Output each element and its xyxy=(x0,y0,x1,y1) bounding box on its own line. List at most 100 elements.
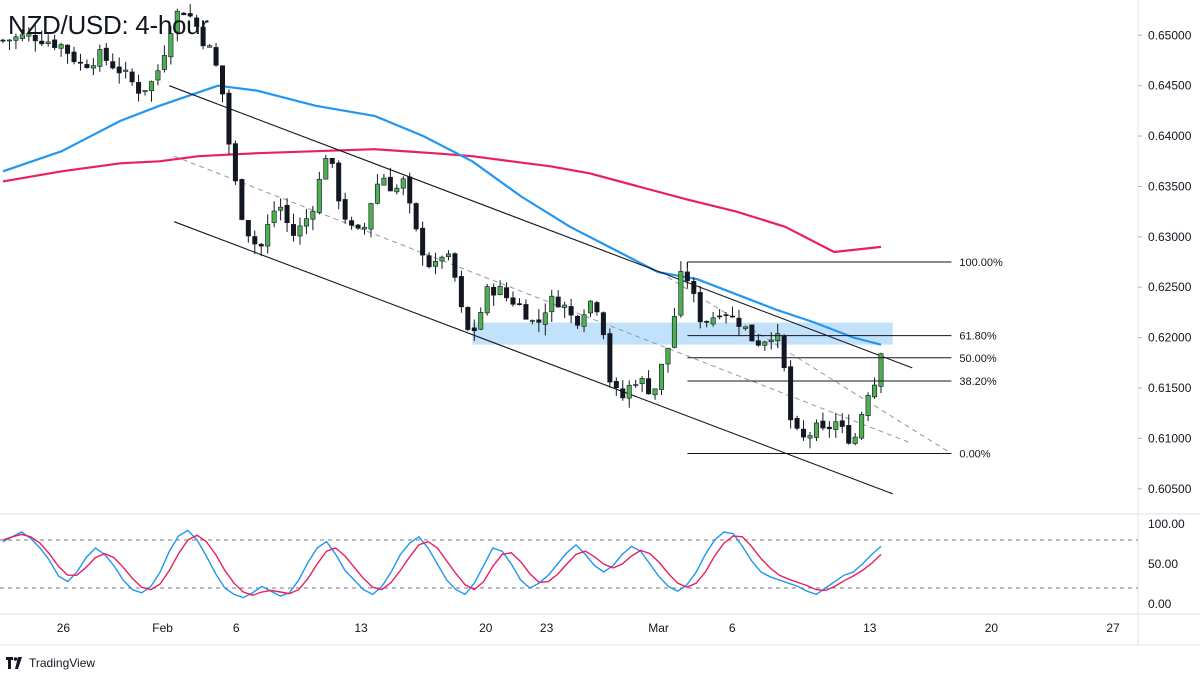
candle-down xyxy=(613,381,619,389)
candle-up xyxy=(529,320,535,322)
stoch-d-line xyxy=(2,533,882,596)
candle-up xyxy=(626,385,632,399)
candle-up xyxy=(265,224,271,247)
candle-up xyxy=(161,55,167,70)
candle-up xyxy=(174,10,180,33)
sma-slow-path xyxy=(2,148,882,254)
candle-up xyxy=(362,226,368,230)
time-tick-label: 6 xyxy=(233,621,240,635)
gridlines xyxy=(0,0,1200,646)
channel-lines xyxy=(169,85,952,495)
candle-up xyxy=(90,65,96,69)
candle-down xyxy=(0,39,6,42)
candle-up xyxy=(316,178,322,213)
candle-down xyxy=(220,65,226,95)
candle-down xyxy=(510,297,516,305)
candle-up xyxy=(549,295,555,313)
fib-level-label: 61.80% xyxy=(959,331,997,343)
candle-up xyxy=(710,317,716,325)
candle-up xyxy=(872,384,878,398)
candle-down xyxy=(252,236,258,245)
candle-up xyxy=(833,421,839,430)
candle-up xyxy=(671,316,677,348)
channel-upper-line xyxy=(169,85,913,369)
stoch-tick-label: 50.00 xyxy=(1148,557,1178,571)
candle-up xyxy=(26,33,32,37)
candle-down xyxy=(110,61,116,69)
candle-down xyxy=(620,388,626,399)
sma-fast-path xyxy=(2,84,882,346)
candle-down xyxy=(71,51,77,63)
candle-down xyxy=(355,224,361,229)
candle-down xyxy=(77,61,83,64)
candle-up xyxy=(394,187,400,193)
candle-down xyxy=(291,224,297,236)
candle-down xyxy=(839,420,845,427)
candle-down xyxy=(407,176,413,204)
price-tick-label: 0.63500 xyxy=(1148,179,1192,193)
time-axis: 26 Feb 6 13 20 23 Mar 6 13 20 27 xyxy=(57,621,1120,635)
time-tick-label: 23 xyxy=(540,621,554,635)
candle-up xyxy=(303,218,309,227)
candle-down xyxy=(730,315,736,318)
candle-down xyxy=(239,179,245,220)
candle-down xyxy=(697,292,703,323)
resistance-zone-rect xyxy=(472,322,893,345)
candle-down xyxy=(84,64,90,69)
candle-down xyxy=(646,378,652,395)
candle-down xyxy=(736,317,742,327)
candle-down xyxy=(704,321,710,323)
time-tick-label: 20 xyxy=(985,621,999,635)
candle-up xyxy=(207,45,213,48)
candle-down xyxy=(329,158,335,164)
channel-mid-dashed xyxy=(173,155,913,444)
candle-down xyxy=(52,39,58,48)
sma-slow-line xyxy=(2,148,882,254)
candle-up xyxy=(652,388,658,396)
candle-down xyxy=(555,296,561,308)
resistance-zone xyxy=(472,322,893,345)
candle-up xyxy=(368,203,374,230)
fib-level-label: 38.20% xyxy=(959,376,997,388)
candle-down xyxy=(516,303,522,305)
candle-down xyxy=(232,143,238,182)
stochastic-panel: 100.00 50.00 0.00 xyxy=(0,517,1185,611)
candle-down xyxy=(129,71,135,83)
candle-down xyxy=(801,428,807,438)
candle-up xyxy=(678,271,684,316)
candle-up xyxy=(768,339,774,343)
candle-up xyxy=(859,414,865,439)
candle-up xyxy=(484,286,490,314)
candle-up xyxy=(742,326,748,329)
fib-level-label: 100.00% xyxy=(959,257,1003,269)
candle-up xyxy=(445,253,451,257)
candle-down xyxy=(284,204,290,223)
candle-up xyxy=(865,395,871,416)
candle-down xyxy=(116,66,122,74)
tradingview-logo-icon xyxy=(6,657,22,669)
channel-mid-dashed-2 xyxy=(667,276,952,454)
price-tick-label: 0.64500 xyxy=(1148,79,1192,93)
candle-down xyxy=(413,203,419,230)
candle-down xyxy=(245,220,251,237)
candle-down xyxy=(336,162,342,202)
candle-up xyxy=(762,341,768,346)
price-tick-label: 0.61000 xyxy=(1148,431,1192,445)
candle-down xyxy=(594,302,600,313)
candle-down xyxy=(820,420,826,429)
brand-label: TradingView xyxy=(29,656,96,670)
candle-up xyxy=(271,210,277,223)
candle-down xyxy=(103,47,109,61)
fibonacci-levels: 100.00% 61.80% 50.00% 38.20% 0.00% xyxy=(686,257,1003,461)
candle-down xyxy=(465,307,471,330)
candle-down xyxy=(826,426,832,430)
candle-down xyxy=(420,227,426,256)
price-tick-label: 0.64000 xyxy=(1148,129,1192,143)
candle-up xyxy=(813,422,819,438)
chart-title: NZD/USD: 4-hour xyxy=(8,10,209,40)
candle-up xyxy=(168,33,174,58)
price-tick-label: 0.65000 xyxy=(1148,28,1192,42)
candle-up xyxy=(878,353,884,387)
candle-up xyxy=(581,314,587,327)
